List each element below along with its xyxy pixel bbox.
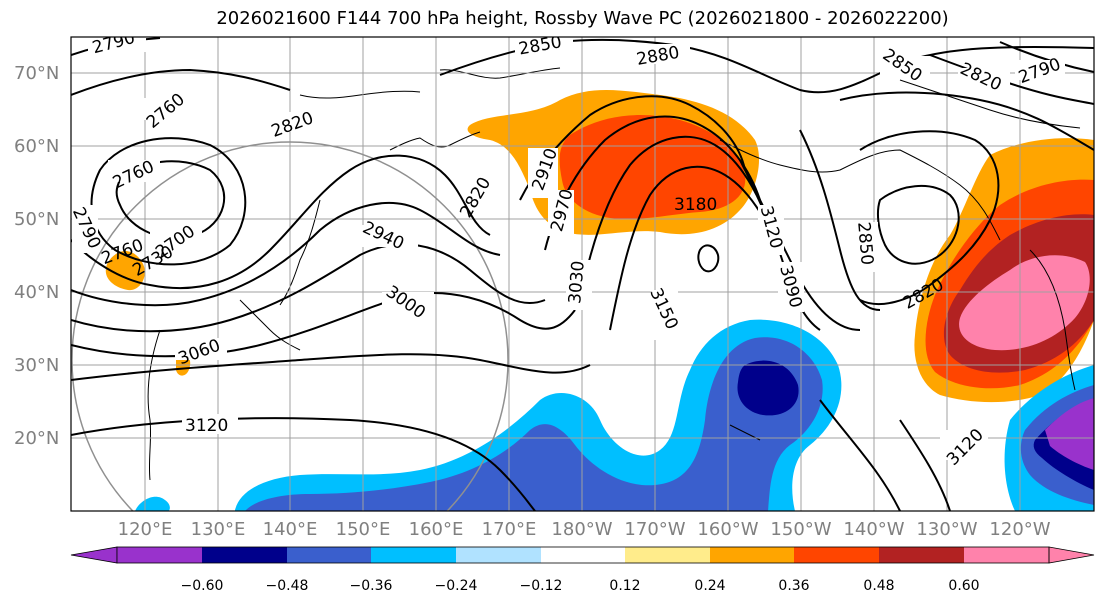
contour-label: 3120 bbox=[185, 416, 228, 436]
colorbar-tick-label: 0.24 bbox=[694, 578, 725, 594]
lon-label: 140°W bbox=[843, 519, 904, 540]
colorbar-tick-label: −0.12 bbox=[520, 578, 563, 594]
map-title: 2026021600 F144 700 hPa height, Rossby W… bbox=[216, 8, 949, 29]
lon-label: 150°W bbox=[770, 519, 831, 540]
contour-label: 2850 bbox=[517, 32, 563, 59]
colorbar-tick-label: −0.60 bbox=[181, 578, 224, 594]
lon-label: 170°E bbox=[482, 519, 537, 540]
colorbar-tick-label: −0.24 bbox=[435, 578, 478, 594]
lon-label: 160°E bbox=[409, 519, 464, 540]
colorbar-segment bbox=[879, 547, 964, 563]
contour-label: 2850 bbox=[853, 221, 877, 266]
contour-label: 3030 bbox=[565, 260, 589, 305]
colorbar-segment bbox=[456, 547, 541, 563]
colorbar-tick-label: 0.36 bbox=[778, 578, 809, 594]
colorbar-extend-right bbox=[1048, 546, 1095, 564]
lon-label: 120°W bbox=[989, 519, 1050, 540]
colorbar-segment bbox=[964, 547, 1049, 563]
colorbar-segment bbox=[371, 547, 456, 563]
lon-label: 180°W bbox=[551, 519, 612, 540]
colorbar-tick-label: 0.60 bbox=[948, 578, 979, 594]
colorbar-segment bbox=[794, 547, 879, 563]
colorbar-segment bbox=[117, 547, 202, 563]
colorbar-tick-label: 0.12 bbox=[609, 578, 640, 594]
shade-pink-east bbox=[959, 255, 1090, 351]
colorbar-extend-left bbox=[70, 546, 118, 564]
region-circle bbox=[71, 141, 509, 511]
shade-purple-se bbox=[1045, 398, 1094, 470]
colorbar-tick-label: −0.48 bbox=[266, 578, 309, 594]
lat-label-50n: 50°N bbox=[14, 209, 59, 230]
map-frame bbox=[70, 36, 1095, 512]
colorbar-tick-label: −0.36 bbox=[350, 578, 393, 594]
colorbar-segment bbox=[625, 547, 710, 563]
shade-royalblue-central bbox=[245, 337, 823, 511]
shade-skyblue-sw bbox=[135, 496, 170, 511]
latitude-labels: 70°N 60°N 50°N 40°N 30°N 20°N bbox=[14, 63, 59, 449]
lat-label-30n: 30°N bbox=[14, 355, 59, 376]
anomaly-shading bbox=[105, 90, 1094, 511]
colorbar-segment bbox=[202, 547, 287, 563]
shade-skyblue-central bbox=[235, 319, 842, 511]
lon-label: 140°E bbox=[263, 519, 318, 540]
lon-label: 160°W bbox=[697, 519, 758, 540]
lon-label: 120°E bbox=[118, 519, 173, 540]
longitude-labels: 120°E 130°E 140°E 150°E 160°E 170°E 180°… bbox=[118, 519, 1051, 540]
lon-label: 130°E bbox=[191, 519, 246, 540]
lat-label-20n: 20°N bbox=[14, 428, 59, 449]
lon-label: 150°E bbox=[336, 519, 391, 540]
contour-label: 3180 bbox=[674, 195, 717, 215]
shade-navy-central bbox=[737, 360, 799, 416]
map-panel: 2790 2850 2880 2850 2820 2790 2760 2820 … bbox=[71, 32, 1094, 511]
colorbar-segment bbox=[287, 547, 371, 563]
lon-label: 170°W bbox=[624, 519, 685, 540]
colorbar-segment bbox=[710, 547, 794, 563]
colorbar-segment bbox=[541, 547, 625, 563]
lat-label-60n: 60°N bbox=[14, 136, 59, 157]
colorbar: −0.60 −0.48 −0.36 −0.24 −0.12 0.12 0.24 … bbox=[70, 546, 1095, 594]
lat-label-70n: 70°N bbox=[14, 63, 59, 84]
lon-label: 130°W bbox=[916, 519, 977, 540]
lat-label-40n: 40°N bbox=[14, 282, 59, 303]
colorbar-tick-label: 0.48 bbox=[863, 578, 894, 594]
shade-redorange-alaska bbox=[559, 115, 746, 220]
